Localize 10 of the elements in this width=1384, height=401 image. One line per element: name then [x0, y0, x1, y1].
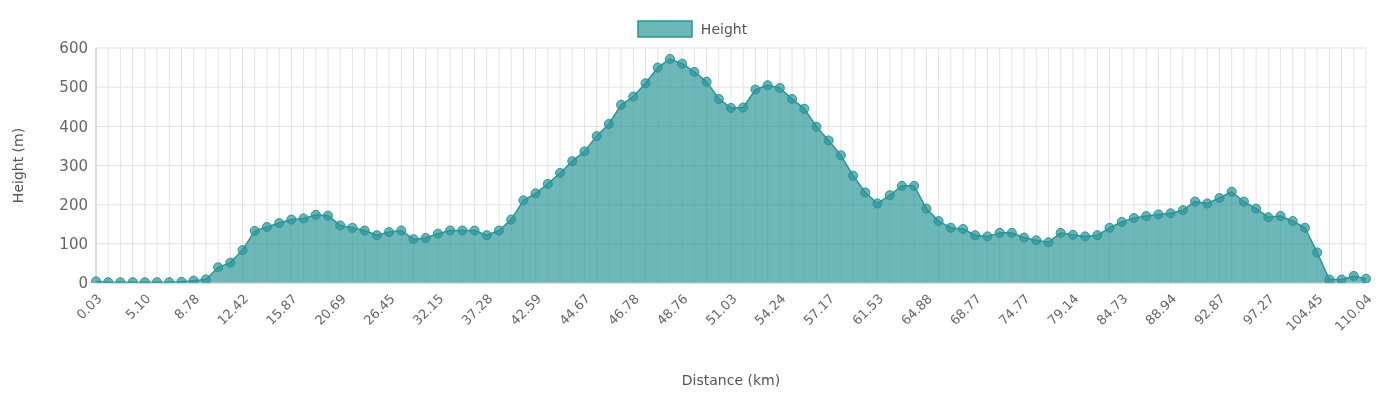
- y-tick-label: 500: [59, 78, 88, 97]
- y-axis-title: Height (m): [9, 127, 26, 204]
- y-tick-label: 600: [59, 39, 88, 58]
- y-tick-label: 300: [59, 156, 88, 175]
- y-tick-label: 200: [59, 195, 88, 214]
- y-tick-label: 0: [78, 274, 88, 293]
- x-axis-title: Distance (km): [681, 372, 781, 388]
- legend-label: Height: [700, 21, 748, 37]
- y-tick-label: 400: [59, 117, 88, 136]
- y-tick-label: 100: [59, 235, 88, 254]
